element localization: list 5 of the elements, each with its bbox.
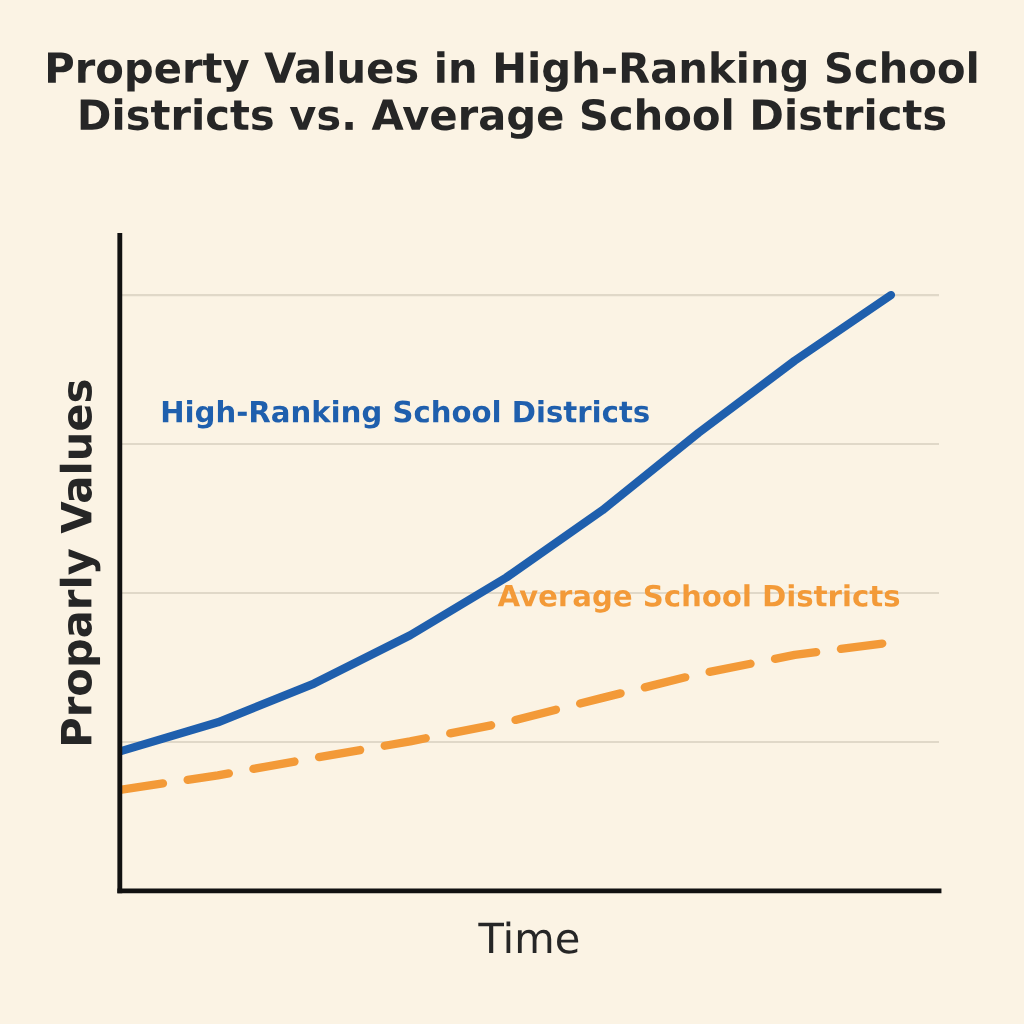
chart-title: Property Values in High-Ranking School Districts vs. Average School Districts <box>48 51 977 139</box>
x-axis-title: Time <box>478 921 579 954</box>
series-label: High-Ranking School Districts <box>162 400 649 429</box>
series-label: Average School Districts <box>497 584 900 613</box>
y-axis-title: Proparly Values <box>59 380 101 744</box>
